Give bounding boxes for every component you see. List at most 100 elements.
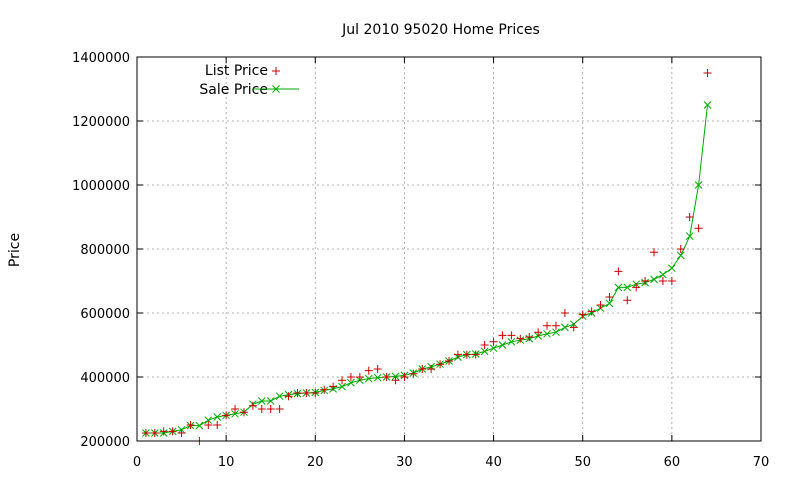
list-price-point: [480, 341, 489, 349]
legend-plus-icon: [272, 67, 280, 75]
list-price-point: [525, 333, 534, 341]
list-price-point: [248, 401, 257, 410]
list-price-point: [658, 277, 667, 285]
x-tick-label: 30: [396, 455, 413, 470]
sale-price-point: [694, 181, 703, 189]
y-tick-label: 800000: [80, 243, 130, 258]
list-price-point: [641, 277, 650, 285]
legend-label-sale-price: Sale Price: [199, 82, 268, 98]
x-tick-label: 10: [218, 455, 235, 470]
list-price-point: [204, 421, 213, 429]
sale-price-point: [703, 101, 712, 109]
list-price-point: [168, 427, 177, 436]
sale-price-point: [543, 329, 551, 338]
list-price-point: [471, 350, 480, 359]
sale-price-point: [605, 299, 614, 308]
x-tick-label: 0: [133, 455, 141, 470]
sale-price-point: [552, 328, 560, 337]
y-tick-label: 1400000: [72, 51, 130, 66]
list-price-point: [320, 385, 329, 394]
list-price-point: [302, 389, 311, 397]
list-price-point: [239, 408, 248, 417]
sale-price-point: [498, 341, 507, 349]
y-axis-label: Price: [7, 233, 23, 267]
tick-labels: 0 10 20 30 40 50 60 70 200000 400000 600000 800000 1…: [72, 51, 769, 470]
list-price-point: [355, 373, 364, 381]
list-price-point: [551, 321, 560, 330]
x-tick-label: 70: [753, 455, 770, 470]
plot-series: [141, 69, 712, 445]
list-price-point: [364, 366, 373, 375]
sale-price-point: [364, 374, 373, 383]
list-price-point: [650, 248, 659, 257]
x-tick-label: 50: [574, 455, 591, 470]
list-price-point: [578, 310, 587, 319]
grid-lines: [137, 57, 761, 441]
list-price-point: [284, 392, 293, 401]
list-price-point: [213, 421, 222, 429]
sale-price-point: [257, 397, 266, 405]
sale-price-point: [213, 413, 222, 421]
list-price-point: [445, 357, 453, 365]
legend-marker-sale-price: [252, 85, 299, 93]
list-price-point: [667, 277, 676, 285]
list-price-point: [632, 283, 641, 292]
list-price-point: [141, 429, 150, 437]
sale-price-point: [231, 409, 239, 418]
sale-price-point: [659, 270, 667, 279]
series-list-price: [141, 69, 712, 445]
series-sale-price: [142, 101, 712, 437]
sale-price-point: [668, 264, 676, 273]
sale-price-point: [480, 347, 489, 356]
list-price-point: [177, 429, 186, 437]
sale-price-point: [275, 392, 284, 401]
list-price-point: [498, 331, 507, 340]
sale-price-point: [489, 344, 498, 353]
sale-price-point: [685, 232, 694, 241]
sale-price-point: [347, 378, 355, 387]
list-price-point: [560, 309, 569, 317]
list-price-point: [614, 267, 623, 276]
x-tick-label: 40: [485, 455, 502, 470]
sale-price-line: [145, 104, 708, 434]
list-price-point: [186, 421, 195, 429]
y-tick-label: 1000000: [72, 179, 130, 194]
list-price-point: [293, 389, 302, 397]
legend-label-list-price: List Price: [205, 63, 268, 79]
list-price-point: [409, 369, 418, 378]
list-price-point: [605, 293, 614, 301]
sale-price-point: [204, 416, 213, 425]
list-price-point: [231, 405, 240, 413]
list-price-point: [159, 427, 168, 436]
list-price-point: [685, 213, 694, 221]
sale-price-point: [266, 397, 275, 405]
sale-price-point: [507, 337, 516, 346]
list-price-point: [569, 323, 578, 332]
list-price-point: [391, 376, 400, 385]
list-price-point: [453, 350, 462, 359]
y-tick-label: 1200000: [72, 115, 130, 130]
list-price-point: [150, 429, 159, 437]
list-price-point: [346, 373, 355, 381]
list-price-point: [266, 405, 275, 413]
legend-cross-icon: [272, 85, 280, 93]
sale-price-point: [650, 275, 658, 284]
sale-price-point: [623, 283, 632, 292]
list-price-point: [703, 69, 712, 77]
list-price-point: [543, 321, 552, 330]
legend-marker-list-price: [272, 67, 280, 75]
sale-price-point: [373, 373, 382, 382]
list-price-point: [418, 365, 427, 373]
list-price-point: [275, 405, 284, 413]
list-price-point: [382, 373, 391, 381]
list-price-point: [257, 405, 266, 413]
sale-price-point: [561, 323, 569, 332]
list-price-point: [489, 337, 498, 346]
list-price-point: [694, 224, 703, 233]
list-price-point: [338, 376, 347, 385]
x-tick-label: 60: [664, 455, 681, 470]
sale-price-point: [195, 421, 204, 430]
list-price-point: [427, 365, 436, 373]
legend: List Price Sale Price: [199, 63, 299, 98]
